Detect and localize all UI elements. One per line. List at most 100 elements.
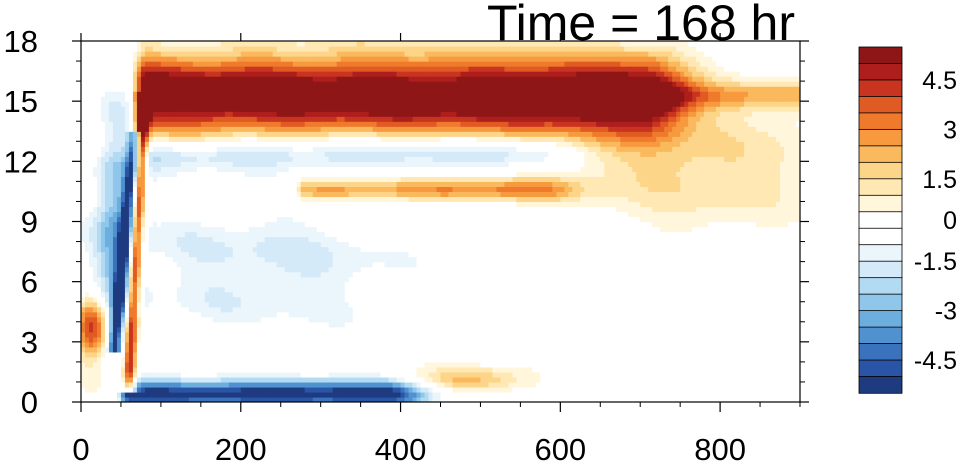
heatmap-cell [788, 366, 793, 373]
heatmap-cell [448, 276, 454, 283]
heatmap-cell [644, 351, 649, 358]
heatmap-cell [548, 316, 553, 323]
heatmap-cell [596, 386, 601, 393]
heatmap-cell [81, 296, 86, 303]
heatmap-cell [540, 371, 545, 378]
heatmap-cell [100, 341, 106, 348]
heatmap-cell [176, 351, 182, 358]
heatmap-cell [728, 371, 733, 378]
heatmap-cell [420, 286, 426, 293]
heatmap-cell [332, 276, 338, 283]
heatmap-cell [100, 376, 106, 383]
heatmap-cell [792, 356, 797, 363]
heatmap-cell [632, 356, 637, 363]
heatmap-cell [612, 326, 617, 333]
heatmap-cell [352, 346, 358, 353]
heatmap-cell [528, 261, 533, 268]
heatmap-cell [692, 341, 697, 348]
heatmap-cell [776, 271, 781, 278]
heatmap-cell [676, 311, 681, 318]
heatmap-cell [436, 381, 442, 388]
heatmap-cell [456, 311, 462, 318]
heatmap-cell [220, 366, 226, 373]
heatmap-cell [284, 296, 290, 303]
heatmap-cell [628, 396, 633, 402]
heatmap-cell [484, 301, 490, 308]
heatmap-cell [784, 371, 789, 378]
heatmap-cell [760, 276, 765, 283]
heatmap-cell [616, 376, 621, 383]
heatmap-cell [768, 316, 773, 323]
heatmap-cell [596, 281, 601, 288]
heatmap-cell [660, 391, 665, 398]
heatmap-cell [792, 351, 797, 358]
heatmap-cell [712, 286, 717, 293]
heatmap-cell [128, 381, 134, 388]
heatmap-cell [440, 296, 446, 303]
heatmap-cell [736, 356, 741, 363]
heatmap-cell [284, 381, 290, 388]
heatmap-cell [432, 341, 438, 348]
heatmap-cell [792, 271, 797, 278]
heatmap-cell [284, 356, 290, 363]
heatmap-cell [268, 346, 274, 353]
heatmap-cell [260, 291, 266, 298]
heatmap-cell [256, 351, 262, 358]
heatmap-cell [296, 291, 302, 298]
heatmap-cell [560, 386, 565, 393]
heatmap-cell [304, 381, 310, 388]
heatmap-cell [260, 326, 266, 333]
heatmap-cell [336, 301, 342, 308]
heatmap-cell [712, 361, 717, 368]
heatmap-cell [744, 381, 749, 388]
heatmap-cell [284, 306, 290, 313]
heatmap-cell [676, 346, 681, 353]
heatmap-cell [648, 291, 653, 298]
heatmap-cell [456, 336, 462, 343]
heatmap-cell [312, 296, 318, 303]
heatmap-cell [144, 281, 150, 288]
heatmap-cell [720, 271, 725, 278]
heatmap-cell [580, 291, 585, 298]
heatmap-cell [560, 381, 565, 388]
heatmap-cell [784, 351, 789, 358]
heatmap-cell [608, 301, 613, 308]
heatmap-cell [120, 271, 126, 278]
heatmap-cell [464, 396, 470, 402]
heatmap-cell [120, 356, 126, 363]
heatmap-cell [740, 296, 745, 303]
heatmap-cell [584, 296, 589, 303]
heatmap-cell [420, 271, 426, 278]
heatmap-cell [752, 316, 757, 323]
heatmap-cell [456, 261, 462, 268]
heatmap-cell [652, 391, 657, 398]
heatmap-cell [540, 271, 545, 278]
heatmap-cell [788, 301, 793, 308]
heatmap-cell [468, 356, 474, 363]
heatmap-cell [712, 381, 717, 388]
heatmap-cell [308, 346, 314, 353]
heatmap-cell [372, 361, 378, 368]
heatmap-cell [588, 301, 593, 308]
heatmap-cell [640, 356, 645, 363]
heatmap-cell [796, 371, 800, 378]
heatmap-cell [196, 271, 202, 278]
heatmap-cell [380, 366, 386, 373]
heatmap-cell [208, 321, 214, 328]
heatmap-cell [456, 346, 462, 353]
heatmap-cell [476, 321, 482, 328]
heatmap-cell [720, 336, 725, 343]
heatmap-cell [732, 271, 737, 278]
heatmap-cell [476, 266, 482, 273]
heatmap-cell [348, 336, 354, 343]
heatmap-cell [84, 331, 90, 338]
heatmap-cell [468, 386, 474, 393]
heatmap-cell [596, 261, 601, 268]
heatmap-cell [304, 286, 310, 293]
heatmap-cell [392, 351, 398, 358]
heatmap-cell [300, 286, 306, 293]
heatmap-cell [556, 301, 561, 308]
heatmap-cell [632, 391, 637, 398]
heatmap-cell [728, 306, 733, 313]
heatmap-cell [96, 386, 102, 393]
